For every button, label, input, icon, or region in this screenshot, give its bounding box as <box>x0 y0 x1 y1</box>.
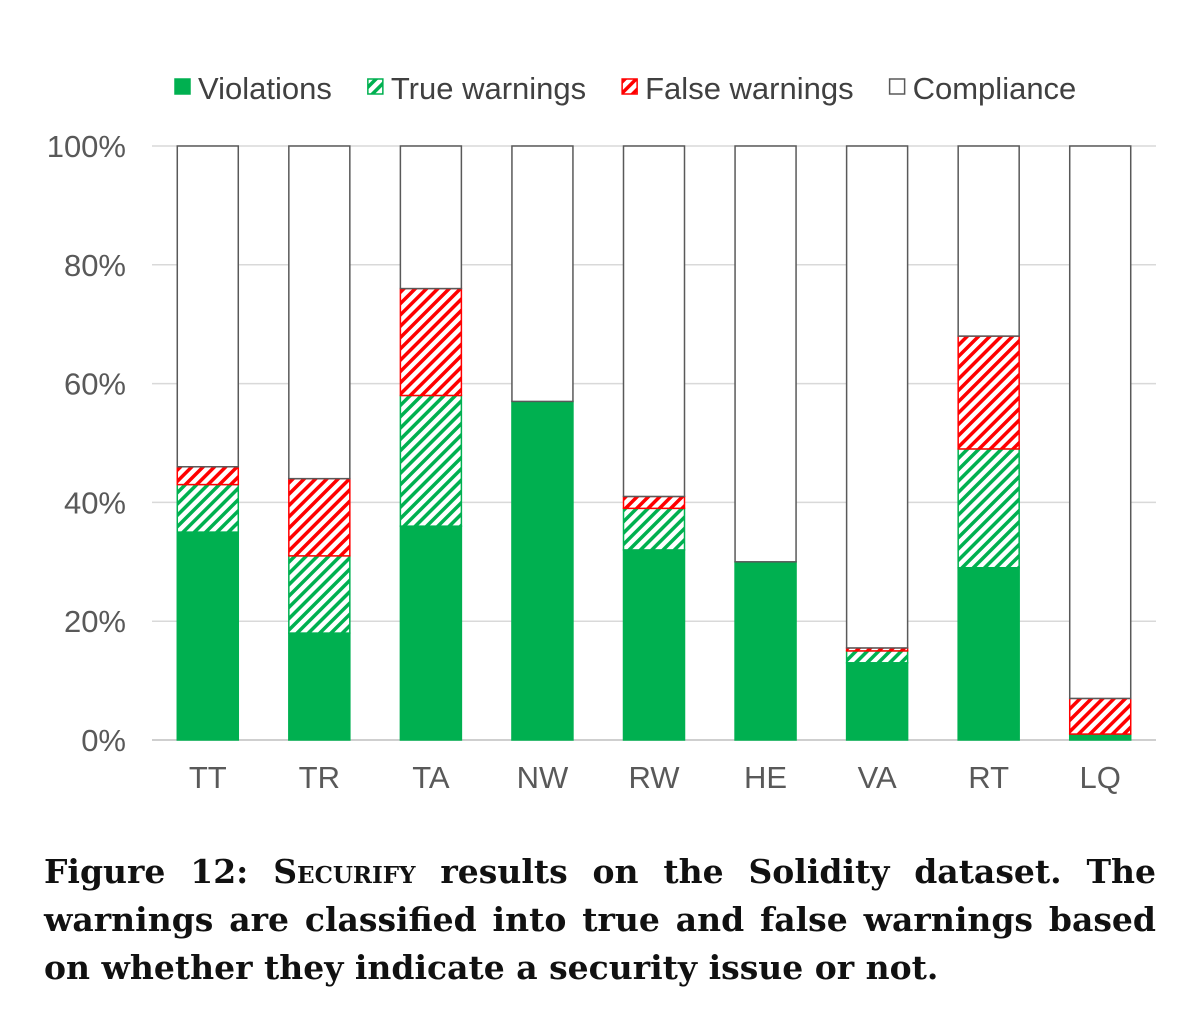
bar-group-rw <box>622 145 686 741</box>
legend-label: True warnings <box>391 71 586 106</box>
legend-item-false-warnings: False warnings <box>621 71 854 106</box>
bar-segment-true-warnings <box>288 555 351 634</box>
bar-segment-violations <box>176 531 240 741</box>
caption-rest: results on the Solidity dataset. The war… <box>44 852 1157 987</box>
bar-segment-true-warnings <box>399 394 463 527</box>
x-tick-label: NW <box>517 760 569 795</box>
bar-group-va <box>845 145 909 741</box>
bar-segment-compliance <box>288 145 351 480</box>
legend-swatch <box>621 78 638 95</box>
bar-segment-violations <box>622 549 686 741</box>
x-tick-label: VA <box>858 760 897 795</box>
legend-label: Compliance <box>913 71 1077 106</box>
stacked-bar-chart: Violations True warnings False warnings Com… <box>47 71 1156 795</box>
legend: Violations True warnings False warnings Com… <box>174 71 1077 106</box>
bar-group-ta <box>399 145 463 741</box>
x-tick-label: TT <box>189 760 227 795</box>
bar-segment-violations <box>845 662 909 741</box>
bar-segment-false-warnings <box>399 287 463 397</box>
bar-segment-compliance <box>1068 145 1132 700</box>
bar-segment-compliance <box>399 145 463 290</box>
legend-item-compliance: Compliance <box>888 71 1077 106</box>
y-axis-ticks: 0% 20% 40% 60% 80% 100% <box>47 129 126 758</box>
y-tick-label: 60% <box>64 367 126 402</box>
chart-area: Violations True warnings False warnings Com… <box>47 71 1156 795</box>
y-tick-label: 40% <box>64 485 126 520</box>
legend-swatch <box>367 78 384 95</box>
legend-item-true-warnings: True warnings <box>367 71 586 106</box>
bar-segment-false-warnings <box>1068 697 1132 735</box>
legend-label: False warnings <box>645 71 853 106</box>
bar-segment-false-warnings <box>622 495 686 510</box>
bar-group-tt <box>176 145 240 741</box>
x-tick-label: RW <box>628 760 680 795</box>
bar-group-rt <box>957 145 1020 741</box>
bar-segment-compliance <box>734 145 797 563</box>
legend-label: Violations <box>198 71 332 106</box>
x-tick-label: TA <box>412 760 450 795</box>
legend-swatch <box>888 78 906 95</box>
x-tick-label: LQ <box>1080 760 1121 795</box>
bar-segment-compliance <box>511 145 574 403</box>
bar-segment-violations <box>734 561 797 741</box>
bar-segment-violations <box>399 525 463 741</box>
bar-segment-false-warnings <box>176 466 240 486</box>
x-tick-label: TR <box>299 760 340 795</box>
bar-segment-compliance <box>622 145 686 498</box>
bar-segment-compliance <box>957 145 1020 337</box>
caption-tool-name: Securify <box>273 852 416 891</box>
bar-group-lq <box>1068 145 1132 741</box>
bar-segment-violations <box>957 566 1020 741</box>
bar-group-tr <box>288 145 351 741</box>
figure-caption: Figure 12: Securify results on the Solid… <box>44 848 1156 992</box>
y-tick-label: 20% <box>64 604 126 639</box>
bar-segment-violations <box>1068 733 1132 741</box>
bars <box>176 145 1132 741</box>
caption-lead: Figure 12: <box>44 852 274 891</box>
bar-segment-compliance <box>845 145 909 649</box>
bar-segment-violations <box>511 400 574 741</box>
bar-segment-true-warnings <box>957 448 1020 569</box>
y-tick-label: 0% <box>81 723 126 758</box>
bar-group-nw <box>511 145 574 741</box>
bar-segment-false-warnings <box>288 477 351 557</box>
bar-segment-true-warnings <box>176 483 240 533</box>
bar-segment-false-warnings <box>957 335 1020 450</box>
y-tick-label: 100% <box>47 129 126 164</box>
bar-segment-compliance <box>176 145 240 468</box>
bar-segment-true-warnings <box>622 507 686 551</box>
legend-item-violations: Violations <box>174 71 332 106</box>
x-axis-ticks: TT TR TA NW RW HE VA RT LQ <box>189 760 1121 795</box>
bar-group-he <box>734 145 797 741</box>
bar-segment-violations <box>288 632 351 741</box>
legend-swatch <box>174 78 191 95</box>
x-tick-label: HE <box>744 760 787 795</box>
x-tick-label: RT <box>968 760 1009 795</box>
y-tick-label: 80% <box>64 248 126 283</box>
bar-segment-true-warnings <box>845 650 909 664</box>
